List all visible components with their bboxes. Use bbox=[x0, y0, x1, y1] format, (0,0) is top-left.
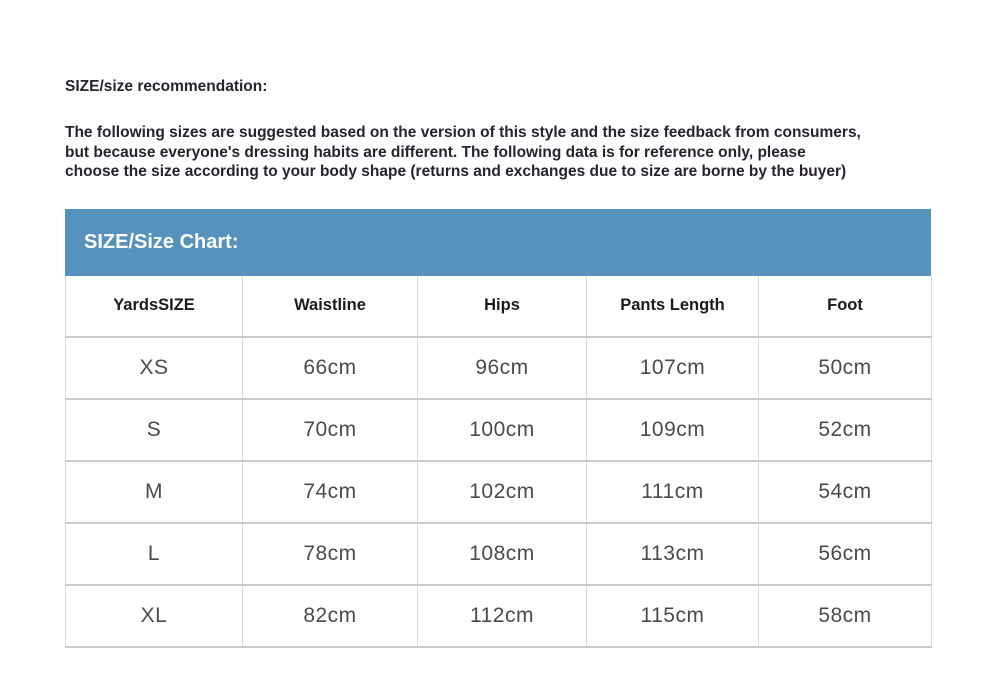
size-cell: XS bbox=[65, 336, 243, 400]
table-row: S 70cm 100cm 109cm 52cm bbox=[65, 398, 932, 462]
paragraph-line: choose the size according to your body s… bbox=[65, 163, 847, 180]
pants-length-cell: 109cm bbox=[586, 398, 759, 462]
hips-cell: 102cm bbox=[417, 460, 587, 524]
size-chart-title-bar: SIZE/Size Chart: bbox=[65, 208, 931, 276]
size-recommendation-paragraph: The following sizes are suggested based … bbox=[65, 123, 965, 182]
paragraph-line: The following sizes are suggested based … bbox=[65, 124, 861, 141]
size-chart-section: SIZE/Size Chart: YardsSIZE Waistline Hip… bbox=[65, 208, 932, 648]
waistline-cell: 78cm bbox=[242, 522, 418, 586]
pants-length-cell: 115cm bbox=[586, 584, 759, 648]
foot-cell: 56cm bbox=[758, 522, 932, 586]
hips-cell: 100cm bbox=[417, 398, 587, 462]
table-row: XS 66cm 96cm 107cm 50cm bbox=[65, 336, 932, 400]
size-recommendation-heading: SIZE/size recommendation: bbox=[65, 78, 268, 95]
column-header-waistline: Waistline bbox=[242, 275, 418, 338]
size-cell: S bbox=[65, 398, 243, 462]
foot-cell: 54cm bbox=[758, 460, 932, 524]
foot-cell: 58cm bbox=[758, 584, 932, 648]
table-row: L 78cm 108cm 113cm 56cm bbox=[65, 522, 932, 586]
size-table: YardsSIZE Waistline Hips Pants Length Fo… bbox=[65, 275, 932, 648]
column-header-hips: Hips bbox=[417, 275, 587, 338]
size-cell: M bbox=[65, 460, 243, 524]
size-cell: XL bbox=[65, 584, 243, 648]
waistline-cell: 82cm bbox=[242, 584, 418, 648]
size-chart-title: SIZE/Size Chart: bbox=[84, 230, 239, 253]
pants-length-cell: 107cm bbox=[586, 336, 759, 400]
column-header-pants-length: Pants Length bbox=[586, 275, 759, 338]
waistline-cell: 66cm bbox=[242, 336, 418, 400]
foot-cell: 50cm bbox=[758, 336, 932, 400]
size-table-header-row: YardsSIZE Waistline Hips Pants Length Fo… bbox=[65, 275, 932, 338]
hips-cell: 112cm bbox=[417, 584, 587, 648]
column-header-foot: Foot bbox=[758, 275, 932, 338]
pants-length-cell: 113cm bbox=[586, 522, 759, 586]
paragraph-line: but because everyone's dressing habits a… bbox=[65, 143, 806, 161]
table-row: XL 82cm 112cm 115cm 58cm bbox=[65, 584, 932, 648]
table-row: M 74cm 102cm 111cm 54cm bbox=[65, 460, 932, 524]
waistline-cell: 70cm bbox=[242, 398, 418, 462]
hips-cell: 108cm bbox=[417, 522, 587, 586]
pants-length-cell: 111cm bbox=[586, 460, 759, 524]
column-header-size: YardsSIZE bbox=[65, 275, 243, 338]
waistline-cell: 74cm bbox=[242, 460, 418, 524]
size-cell: L bbox=[65, 522, 243, 586]
hips-cell: 96cm bbox=[417, 336, 587, 400]
page-content: SIZE/size recommendation: The following … bbox=[65, 78, 965, 648]
foot-cell: 52cm bbox=[758, 398, 932, 462]
